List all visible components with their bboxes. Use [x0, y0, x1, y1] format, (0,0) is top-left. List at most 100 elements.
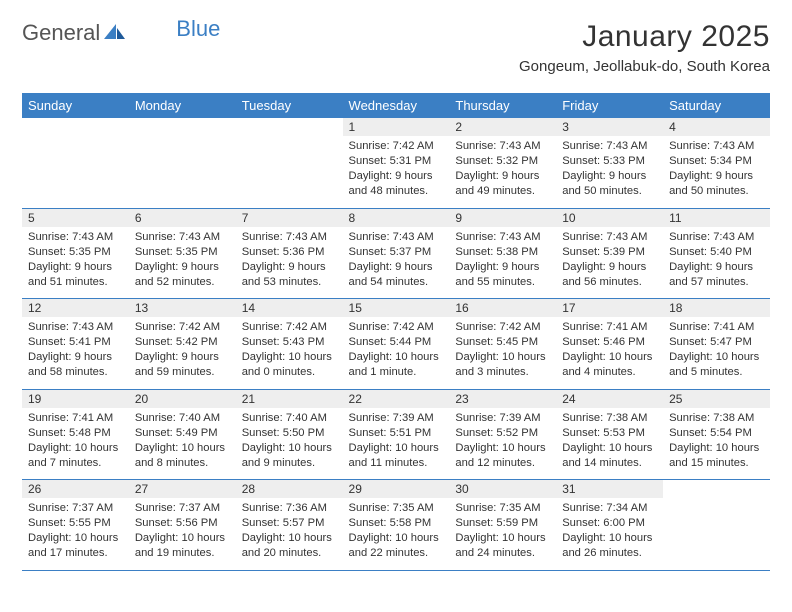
- sunrise-text: Sunrise: 7:43 AM: [349, 230, 444, 245]
- sunset-text: Sunset: 5:32 PM: [455, 154, 550, 169]
- day-number-cell: 13: [129, 299, 236, 318]
- daylight-text: Daylight: 9 hours and 53 minutes.: [242, 260, 337, 290]
- sunset-text: Sunset: 5:51 PM: [349, 426, 444, 441]
- daylight-text: Daylight: 9 hours and 54 minutes.: [349, 260, 444, 290]
- sail-icon: [104, 22, 126, 45]
- daylight-text: Daylight: 9 hours and 49 minutes.: [455, 169, 550, 199]
- sunset-text: Sunset: 5:50 PM: [242, 426, 337, 441]
- weekday-header: Tuesday: [236, 93, 343, 118]
- location-label: Gongeum, Jeollabuk-do, South Korea: [519, 58, 770, 75]
- day-content-cell: Sunrise: 7:37 AMSunset: 5:56 PMDaylight:…: [129, 498, 236, 570]
- sunset-text: Sunset: 5:31 PM: [349, 154, 444, 169]
- day-content-row: Sunrise: 7:42 AMSunset: 5:31 PMDaylight:…: [22, 136, 770, 208]
- sunrise-text: Sunrise: 7:43 AM: [669, 139, 764, 154]
- page-title: January 2025: [519, 20, 770, 54]
- sunrise-text: Sunrise: 7:43 AM: [562, 139, 657, 154]
- day-number-cell: 18: [663, 299, 770, 318]
- sunrise-text: Sunrise: 7:43 AM: [669, 230, 764, 245]
- weekday-header: Saturday: [663, 93, 770, 118]
- day-content-row: Sunrise: 7:37 AMSunset: 5:55 PMDaylight:…: [22, 498, 770, 570]
- daylight-text: Daylight: 10 hours and 4 minutes.: [562, 350, 657, 380]
- day-content-cell: Sunrise: 7:43 AMSunset: 5:39 PMDaylight:…: [556, 227, 663, 299]
- day-number-cell: 15: [343, 299, 450, 318]
- day-content-cell: Sunrise: 7:43 AMSunset: 5:35 PMDaylight:…: [129, 227, 236, 299]
- weekday-header: Thursday: [449, 93, 556, 118]
- daylight-text: Daylight: 10 hours and 14 minutes.: [562, 441, 657, 471]
- day-number-cell: 6: [129, 208, 236, 227]
- sunrise-text: Sunrise: 7:41 AM: [28, 411, 123, 426]
- day-number-cell: 17: [556, 299, 663, 318]
- day-content-cell: Sunrise: 7:43 AMSunset: 5:34 PMDaylight:…: [663, 136, 770, 208]
- sunrise-text: Sunrise: 7:39 AM: [349, 411, 444, 426]
- day-content-cell: Sunrise: 7:42 AMSunset: 5:45 PMDaylight:…: [449, 317, 556, 389]
- day-content-cell: Sunrise: 7:41 AMSunset: 5:48 PMDaylight:…: [22, 408, 129, 480]
- daylight-text: Daylight: 9 hours and 50 minutes.: [669, 169, 764, 199]
- day-number-cell: 14: [236, 299, 343, 318]
- daylight-text: Daylight: 9 hours and 56 minutes.: [562, 260, 657, 290]
- day-content-cell: Sunrise: 7:38 AMSunset: 5:53 PMDaylight:…: [556, 408, 663, 480]
- sunrise-text: Sunrise: 7:34 AM: [562, 501, 657, 516]
- day-number-cell: 19: [22, 389, 129, 408]
- day-number-cell: 26: [22, 480, 129, 499]
- day-number-cell: 20: [129, 389, 236, 408]
- day-content-cell: Sunrise: 7:39 AMSunset: 5:52 PMDaylight:…: [449, 408, 556, 480]
- logo: General Blue: [22, 20, 220, 46]
- day-number-cell: 16: [449, 299, 556, 318]
- day-content-cell: [129, 136, 236, 208]
- sunrise-text: Sunrise: 7:39 AM: [455, 411, 550, 426]
- day-content-cell: [22, 136, 129, 208]
- daylight-text: Daylight: 9 hours and 52 minutes.: [135, 260, 230, 290]
- daylight-text: Daylight: 10 hours and 1 minute.: [349, 350, 444, 380]
- sunrise-text: Sunrise: 7:40 AM: [242, 411, 337, 426]
- weekday-header: Sunday: [22, 93, 129, 118]
- sunset-text: Sunset: 5:35 PM: [135, 245, 230, 260]
- logo-text-part1: General: [22, 20, 100, 46]
- day-content-cell: Sunrise: 7:43 AMSunset: 5:37 PMDaylight:…: [343, 227, 450, 299]
- day-content-cell: Sunrise: 7:41 AMSunset: 5:47 PMDaylight:…: [663, 317, 770, 389]
- day-content-row: Sunrise: 7:43 AMSunset: 5:35 PMDaylight:…: [22, 227, 770, 299]
- sunset-text: Sunset: 5:56 PM: [135, 516, 230, 531]
- sunset-text: Sunset: 5:34 PM: [669, 154, 764, 169]
- day-number-row: 567891011: [22, 208, 770, 227]
- sunset-text: Sunset: 5:43 PM: [242, 335, 337, 350]
- sunrise-text: Sunrise: 7:43 AM: [455, 230, 550, 245]
- weekday-header: Friday: [556, 93, 663, 118]
- daylight-text: Daylight: 10 hours and 26 minutes.: [562, 531, 657, 561]
- sunrise-text: Sunrise: 7:43 AM: [242, 230, 337, 245]
- day-number-cell: 29: [343, 480, 450, 499]
- sunrise-text: Sunrise: 7:42 AM: [135, 320, 230, 335]
- day-content-cell: Sunrise: 7:40 AMSunset: 5:49 PMDaylight:…: [129, 408, 236, 480]
- sunrise-text: Sunrise: 7:43 AM: [28, 230, 123, 245]
- sunset-text: Sunset: 5:47 PM: [669, 335, 764, 350]
- daylight-text: Daylight: 9 hours and 51 minutes.: [28, 260, 123, 290]
- daylight-text: Daylight: 9 hours and 48 minutes.: [349, 169, 444, 199]
- day-number-cell: 3: [556, 118, 663, 136]
- daylight-text: Daylight: 10 hours and 5 minutes.: [669, 350, 764, 380]
- day-number-cell: 12: [22, 299, 129, 318]
- day-number-cell: 4: [663, 118, 770, 136]
- day-content-cell: Sunrise: 7:43 AMSunset: 5:32 PMDaylight:…: [449, 136, 556, 208]
- day-number-cell: 24: [556, 389, 663, 408]
- sunset-text: Sunset: 5:46 PM: [562, 335, 657, 350]
- day-number-cell: 5: [22, 208, 129, 227]
- sunset-text: Sunset: 5:45 PM: [455, 335, 550, 350]
- sunset-text: Sunset: 5:49 PM: [135, 426, 230, 441]
- day-number-cell: [129, 118, 236, 136]
- sunset-text: Sunset: 5:39 PM: [562, 245, 657, 260]
- sunset-text: Sunset: 5:59 PM: [455, 516, 550, 531]
- sunrise-text: Sunrise: 7:43 AM: [28, 320, 123, 335]
- day-number-row: 12131415161718: [22, 299, 770, 318]
- day-number-cell: 30: [449, 480, 556, 499]
- sunrise-text: Sunrise: 7:35 AM: [349, 501, 444, 516]
- sunrise-text: Sunrise: 7:43 AM: [455, 139, 550, 154]
- sunset-text: Sunset: 5:33 PM: [562, 154, 657, 169]
- daylight-text: Daylight: 9 hours and 57 minutes.: [669, 260, 764, 290]
- sunrise-text: Sunrise: 7:37 AM: [28, 501, 123, 516]
- title-block: January 2025 Gongeum, Jeollabuk-do, Sout…: [519, 20, 770, 75]
- day-content-cell: Sunrise: 7:35 AMSunset: 5:59 PMDaylight:…: [449, 498, 556, 570]
- day-number-row: 19202122232425: [22, 389, 770, 408]
- daylight-text: Daylight: 10 hours and 19 minutes.: [135, 531, 230, 561]
- sunrise-text: Sunrise: 7:41 AM: [669, 320, 764, 335]
- sunrise-text: Sunrise: 7:42 AM: [242, 320, 337, 335]
- daylight-text: Daylight: 9 hours and 59 minutes.: [135, 350, 230, 380]
